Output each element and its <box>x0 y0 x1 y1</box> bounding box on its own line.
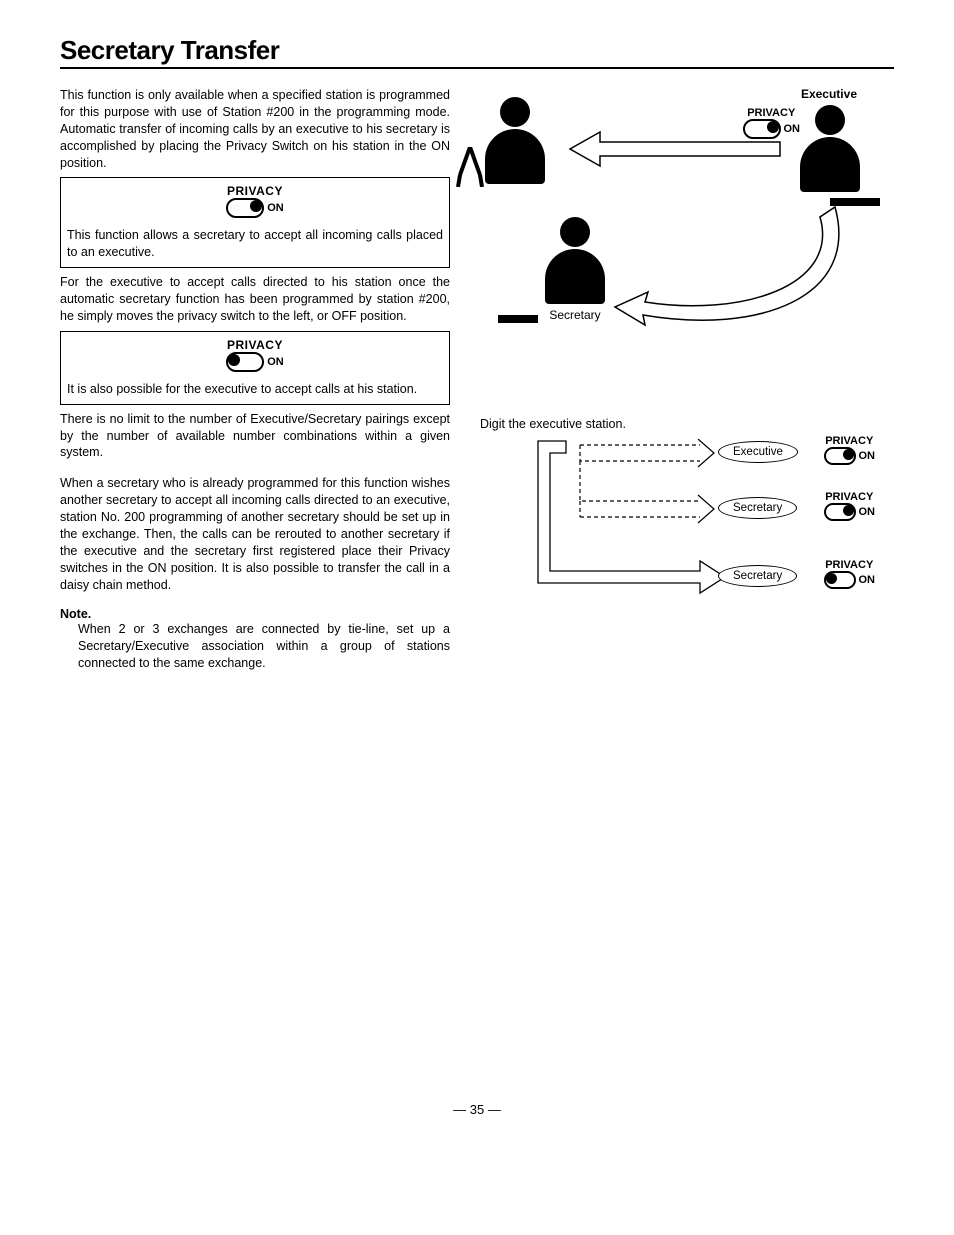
box1-caption: This function allows a secretary to acce… <box>67 227 443 261</box>
transfer-diagram: Executive PRIVACY ON <box>480 87 875 347</box>
secretary-bubble-2: Secretary <box>718 565 797 587</box>
chain-arrows-icon <box>480 439 875 639</box>
paragraph-2: For the executive to accept calls direct… <box>60 274 450 325</box>
diagram2-title: Digit the executive station. <box>480 417 875 431</box>
privacy-switch-off: PRIVACY ON <box>67 338 443 377</box>
chain-privacy-1: PRIVACY ON <box>824 435 876 470</box>
chain-privacy-3: PRIVACY ON <box>824 559 876 594</box>
privacy-label: PRIVACY <box>824 435 876 447</box>
on-label: ON <box>859 450 876 462</box>
chain-diagram: Executive Secretary Secretary PRIVACY ON… <box>480 439 875 639</box>
privacy-off-box: PRIVACY ON It is also possible for the e… <box>60 331 450 405</box>
toggle-icon <box>824 447 856 465</box>
privacy-label: PRIVACY <box>67 184 443 198</box>
on-label: ON <box>859 506 876 518</box>
paragraph-3: There is no limit to the number of Execu… <box>60 411 450 462</box>
note-body: When 2 or 3 exchanges are connected by t… <box>78 621 450 672</box>
chain-privacy-2: PRIVACY ON <box>824 491 876 526</box>
on-label: ON <box>267 202 284 214</box>
privacy-on-box: PRIVACY ON This function allows a secret… <box>60 177 450 268</box>
toggle-icon <box>226 198 264 218</box>
content-columns: This function is only available when a s… <box>60 87 894 672</box>
intro-paragraph: This function is only available when a s… <box>60 87 450 171</box>
privacy-label: PRIVACY <box>67 338 443 352</box>
page-number: — 35 — <box>60 1102 894 1117</box>
right-column: Executive PRIVACY ON <box>480 87 875 672</box>
paragraph-4: When a secretary who is already programm… <box>60 475 450 593</box>
executive-bubble: Executive <box>718 441 798 463</box>
note-header: Note. <box>60 607 450 621</box>
privacy-label: PRIVACY <box>824 559 876 571</box>
on-label: ON <box>267 356 284 368</box>
arrows-icon <box>480 87 875 347</box>
on-label: ON <box>859 574 876 586</box>
privacy-label: PRIVACY <box>824 491 876 503</box>
box2-caption: It is also possible for the executive to… <box>67 381 443 398</box>
page-title: Secretary Transfer <box>60 35 894 69</box>
toggle-icon <box>226 352 264 372</box>
toggle-icon <box>824 571 856 589</box>
left-column: This function is only available when a s… <box>60 87 450 672</box>
privacy-switch-on: PRIVACY ON <box>67 184 443 223</box>
secretary-bubble-1: Secretary <box>718 497 797 519</box>
toggle-icon <box>824 503 856 521</box>
